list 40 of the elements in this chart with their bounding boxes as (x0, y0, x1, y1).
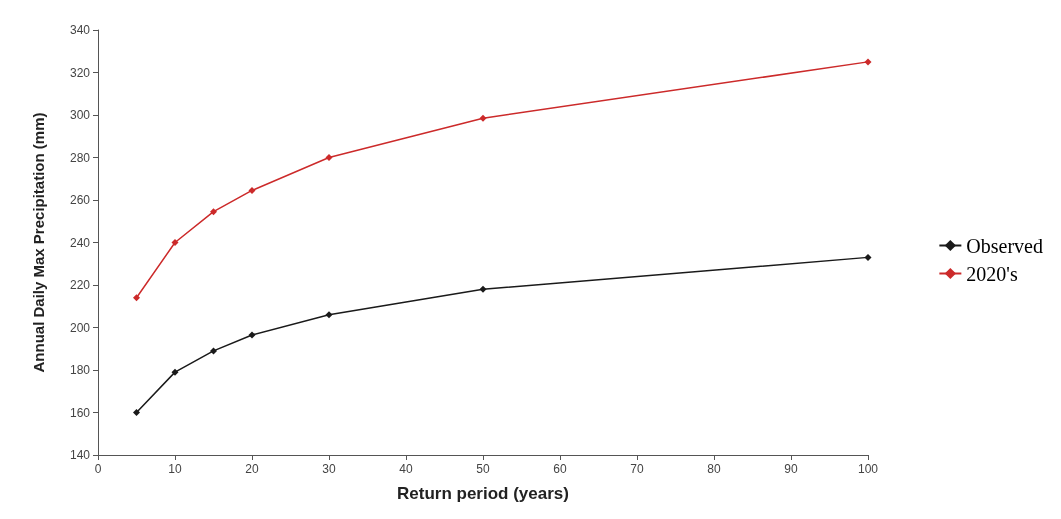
point (248, 331, 256, 339)
y-tick-label: 340 (69, 23, 91, 37)
y-tick-label: 220 (69, 278, 91, 292)
x-tick-label: 20 (245, 462, 259, 476)
legend-label: Observed (966, 234, 1043, 257)
point (171, 368, 179, 376)
point (133, 294, 140, 302)
y-tick-label: 160 (69, 405, 91, 420)
x-tick-label: 50 (476, 462, 490, 476)
point (210, 208, 217, 216)
point (210, 347, 217, 355)
y-tick-label: 260 (69, 193, 91, 207)
point (864, 58, 872, 66)
y-tick-label: 240 (69, 235, 91, 250)
point (248, 186, 256, 194)
point (171, 239, 179, 246)
y-tick-label: 140 (69, 448, 91, 462)
x-tick-label: 90 (784, 462, 798, 476)
point (479, 114, 487, 122)
point (325, 311, 333, 319)
y-axis-title: Annual Daily Max Precipitation (mm) (30, 112, 47, 373)
point (864, 253, 872, 261)
x-axis-title: Return period (years) (397, 484, 569, 503)
x-tick-label: 30 (322, 462, 336, 476)
x-tick-label: 80 (707, 462, 721, 476)
y-tick-label: 200 (69, 320, 91, 335)
y-tick-label: 300 (69, 108, 91, 122)
x-tick-label: 10 (168, 462, 182, 476)
x-tick-label: 100 (857, 462, 879, 476)
point (133, 409, 140, 416)
y-tick-label: 320 (69, 65, 91, 80)
y-tick-label: 180 (69, 363, 91, 377)
point (479, 285, 487, 293)
point (325, 154, 333, 161)
x-tick-label: 60 (553, 462, 567, 476)
x-tick-label: 70 (630, 462, 644, 476)
x-tick-label: 40 (399, 462, 413, 476)
x-tick-label: 0 (94, 462, 102, 476)
y-tick-label: 280 (69, 150, 91, 165)
legend-label: 2020's (966, 262, 1018, 285)
